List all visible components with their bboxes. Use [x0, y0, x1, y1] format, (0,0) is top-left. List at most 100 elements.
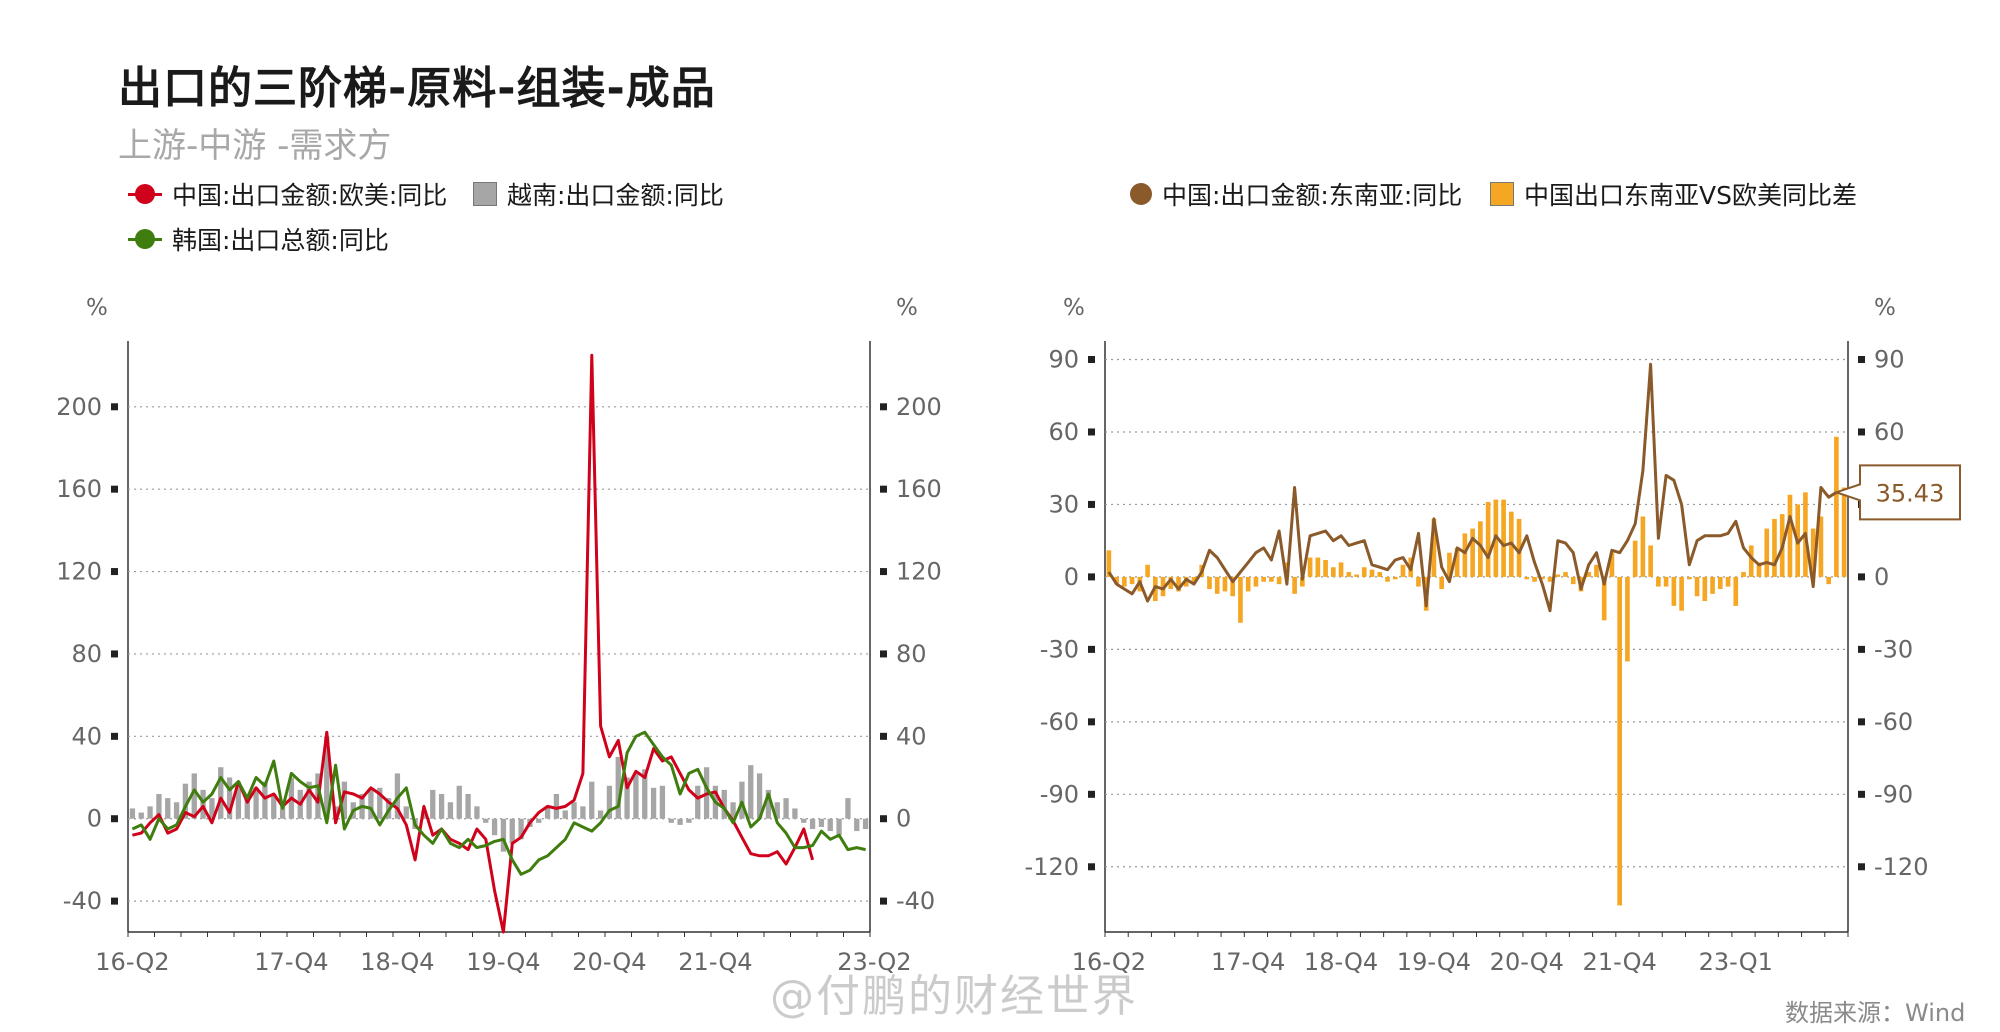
bar	[1810, 528, 1816, 577]
y-tick-label-right: -60	[1874, 708, 1913, 736]
bar	[774, 802, 780, 819]
bar	[1261, 576, 1266, 582]
bar	[306, 781, 312, 819]
bar	[1679, 576, 1684, 611]
bar	[1725, 576, 1731, 587]
bar	[1764, 528, 1770, 577]
y-tick-mark-right	[880, 403, 887, 411]
y-tick-mark-right	[880, 732, 887, 740]
y-tick-label-right: -40	[896, 887, 935, 915]
y-tick-label-left: -30	[1040, 635, 1079, 663]
y-tick-label-left: -120	[1025, 853, 1079, 881]
legend-vietnam: 越南:出口金额:同比	[473, 176, 724, 212]
y-tick-mark-right	[1858, 790, 1865, 798]
y-tick-mark-left	[111, 650, 118, 658]
y-tick-label-left: 120	[56, 558, 102, 586]
bar	[191, 773, 197, 819]
bar	[1625, 576, 1630, 662]
bar	[1385, 576, 1390, 582]
bar	[1617, 576, 1623, 906]
x-tick-label: 19-Q4	[466, 948, 540, 976]
y-unit-left: %	[86, 295, 108, 321]
legend-korea: 韩国:出口总额:同比	[128, 221, 389, 257]
bar	[1733, 576, 1739, 606]
bar	[1238, 576, 1243, 623]
bar	[633, 773, 639, 819]
y-tick-label-right: 200	[896, 393, 942, 421]
bar	[721, 789, 727, 819]
bar	[1114, 576, 1119, 585]
bar	[1168, 576, 1174, 589]
bar	[1369, 569, 1375, 577]
bar	[677, 818, 683, 825]
bar	[1516, 518, 1522, 577]
bar	[1354, 574, 1359, 577]
legend-label: 韩国:出口总额:同比	[172, 226, 389, 255]
bar	[1710, 576, 1715, 594]
bar	[1539, 576, 1545, 580]
legend-swatch-china-us-eu	[128, 181, 162, 207]
y-tick-mark-left	[111, 732, 118, 740]
bar	[1841, 487, 1847, 577]
bar	[368, 789, 374, 819]
bar	[1129, 576, 1135, 585]
legend-swatch-china-asean	[1130, 183, 1152, 205]
bar	[1222, 576, 1228, 592]
y-tick-label-left: 80	[71, 640, 102, 668]
legend-swatch-korea	[128, 226, 162, 252]
bar	[818, 818, 825, 827]
chart-asean: %%-120-120-90-90-60-60-30-30003030606090…	[1025, 295, 1961, 976]
y-tick-mark-left	[111, 897, 118, 905]
y-tick-mark-right	[880, 568, 887, 576]
y-tick-label-left: 90	[1048, 345, 1079, 373]
bar	[1787, 494, 1793, 577]
bar	[730, 802, 736, 819]
bar	[1191, 576, 1197, 582]
bar	[200, 789, 206, 819]
bar	[1269, 576, 1274, 582]
bar	[801, 818, 807, 823]
bar	[553, 794, 560, 819]
bar	[377, 787, 383, 819]
bar	[536, 818, 542, 823]
y-tick-label-left: 0	[1064, 563, 1079, 591]
bar	[430, 789, 436, 819]
y-tick-mark-left	[1088, 355, 1095, 363]
y-tick-mark-right	[1858, 428, 1865, 436]
bar	[165, 798, 171, 819]
y-tick-label-right: 0	[1874, 563, 1889, 591]
bar	[1478, 521, 1483, 577]
bar	[792, 808, 798, 819]
y-tick-label-left: 160	[56, 475, 102, 503]
bar	[129, 808, 136, 819]
bar	[1207, 576, 1212, 589]
bar	[615, 756, 621, 819]
y-tick-mark-left	[1088, 718, 1095, 726]
y-tick-mark-right	[880, 897, 887, 905]
bar	[659, 785, 666, 819]
y-tick-label-left: 30	[1048, 490, 1079, 518]
bar	[209, 798, 215, 819]
bar	[218, 767, 224, 819]
bar	[1400, 564, 1406, 577]
bar	[1454, 547, 1460, 577]
bar	[403, 806, 409, 819]
bar	[580, 806, 586, 819]
data-source: 数据来源：Wind	[1785, 999, 1966, 1027]
x-tick-label: 16-Q2	[95, 948, 169, 976]
bar	[1416, 576, 1421, 587]
bar	[1663, 576, 1669, 587]
y-unit-left: %	[1063, 295, 1085, 321]
y-tick-label-left: 40	[71, 722, 102, 750]
y-tick-mark-left	[1088, 863, 1095, 871]
y-unit-right: %	[896, 295, 918, 321]
series-line	[131, 730, 866, 876]
x-tick-label: 17-Q4	[254, 948, 328, 976]
bar	[1687, 576, 1692, 580]
x-tick-label: 23-Q2	[837, 948, 911, 976]
bar	[836, 818, 842, 836]
bar	[1292, 576, 1297, 594]
y-tick-label-right: -120	[1874, 853, 1928, 881]
bar	[1601, 576, 1607, 621]
bar	[827, 818, 833, 832]
